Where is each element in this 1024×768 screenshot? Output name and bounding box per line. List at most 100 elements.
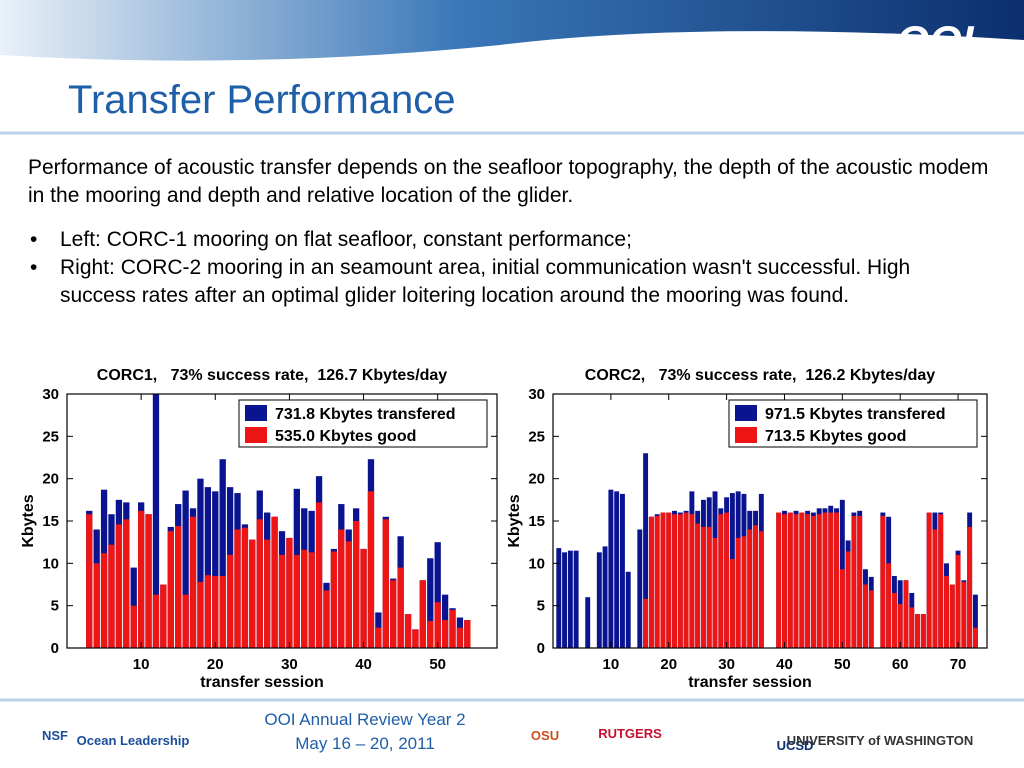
bar	[880, 515, 886, 648]
x-tick-label: 30	[718, 656, 735, 673]
bar	[271, 516, 278, 648]
bar	[464, 620, 471, 648]
bar	[137, 510, 145, 648]
bar	[782, 514, 787, 648]
x-tick-label: 50	[834, 656, 851, 673]
bar	[264, 539, 271, 648]
legend-label: 713.5 Kbytes good	[765, 428, 906, 445]
y-tick-label: 10	[42, 555, 59, 572]
y-tick-label: 10	[528, 555, 545, 572]
legend-box	[728, 399, 978, 448]
bar	[689, 514, 695, 648]
bar	[972, 627, 978, 648]
bar	[648, 516, 654, 648]
x-axis-label: transfer session	[688, 674, 812, 691]
logo: UNIVERSITY of WASHINGTON	[787, 733, 974, 748]
bar	[93, 563, 100, 648]
bar	[706, 526, 712, 648]
bar	[619, 493, 625, 648]
bar	[897, 603, 903, 648]
charts: CORC1, 73% success rate, 126.7 Kbytes/da…	[20, 367, 988, 691]
bar	[793, 514, 799, 648]
bar	[625, 571, 631, 648]
bar	[614, 491, 620, 648]
bar	[729, 559, 735, 648]
y-tick-label: 30	[42, 386, 59, 403]
bar	[932, 529, 938, 648]
bar	[189, 516, 197, 648]
x-tick-label: 70	[950, 656, 967, 673]
bar	[845, 551, 851, 648]
bar	[747, 529, 753, 648]
bar	[816, 514, 822, 648]
bar	[175, 526, 182, 648]
logo: OSU	[531, 728, 559, 743]
y-tick-label: 0	[51, 640, 59, 657]
x-tick-label: 60	[892, 656, 909, 673]
bar	[308, 552, 315, 648]
bar	[145, 514, 152, 648]
bar	[338, 529, 345, 648]
bar	[278, 554, 286, 648]
bar	[404, 614, 412, 648]
bar	[367, 491, 375, 648]
x-tick-label: 10	[603, 656, 620, 673]
bar	[654, 515, 660, 648]
bar	[86, 514, 93, 648]
bar	[449, 609, 456, 648]
bar	[886, 563, 892, 648]
x-tick-label: 20	[207, 656, 224, 673]
bar	[828, 512, 834, 648]
slide-title: Transfer Performance	[68, 78, 456, 122]
bar	[868, 590, 874, 648]
bullet: Right: CORC-2 mooring in an seamount are…	[28, 254, 968, 310]
bar	[249, 539, 256, 648]
bar	[115, 524, 123, 648]
bar	[637, 529, 643, 648]
bar	[100, 553, 108, 648]
legend-swatch	[735, 405, 757, 421]
bar	[758, 531, 764, 648]
bar	[863, 584, 868, 648]
bar	[839, 569, 845, 648]
bar	[323, 590, 330, 648]
bar	[301, 549, 308, 648]
bar	[212, 576, 219, 648]
bar	[683, 512, 689, 648]
bar	[427, 558, 434, 648]
bar	[456, 627, 464, 648]
bar	[920, 614, 926, 648]
bar	[182, 490, 189, 648]
bar	[434, 602, 441, 648]
bar	[967, 526, 973, 648]
bar	[810, 515, 816, 648]
bar	[909, 607, 915, 648]
legend-label: 535.0 Kbytes good	[275, 428, 416, 445]
bar	[972, 594, 978, 648]
bar	[955, 554, 961, 648]
bar	[167, 531, 174, 648]
bar	[724, 512, 730, 648]
bar	[562, 552, 568, 648]
bar	[315, 502, 323, 648]
legend-label: 971.5 Kbytes transfered	[765, 406, 946, 423]
x-tick-label: 50	[429, 656, 446, 673]
bar	[197, 581, 204, 648]
bar	[799, 512, 805, 648]
y-tick-label: 25	[528, 428, 545, 445]
bullet: Left: CORC-1 mooring on flat seafloor, c…	[28, 226, 968, 254]
y-tick-label: 5	[537, 598, 545, 615]
bar	[735, 537, 741, 648]
bar	[666, 512, 672, 648]
bar	[851, 515, 857, 648]
x-tick-label: 40	[776, 656, 793, 673]
legend-label: 731.8 Kbytes transfered	[275, 406, 456, 423]
bar	[427, 620, 434, 648]
logo: RUTGERS	[598, 726, 662, 741]
bar	[204, 575, 212, 648]
bar	[160, 584, 167, 648]
bar	[944, 576, 949, 648]
bar	[672, 514, 677, 648]
